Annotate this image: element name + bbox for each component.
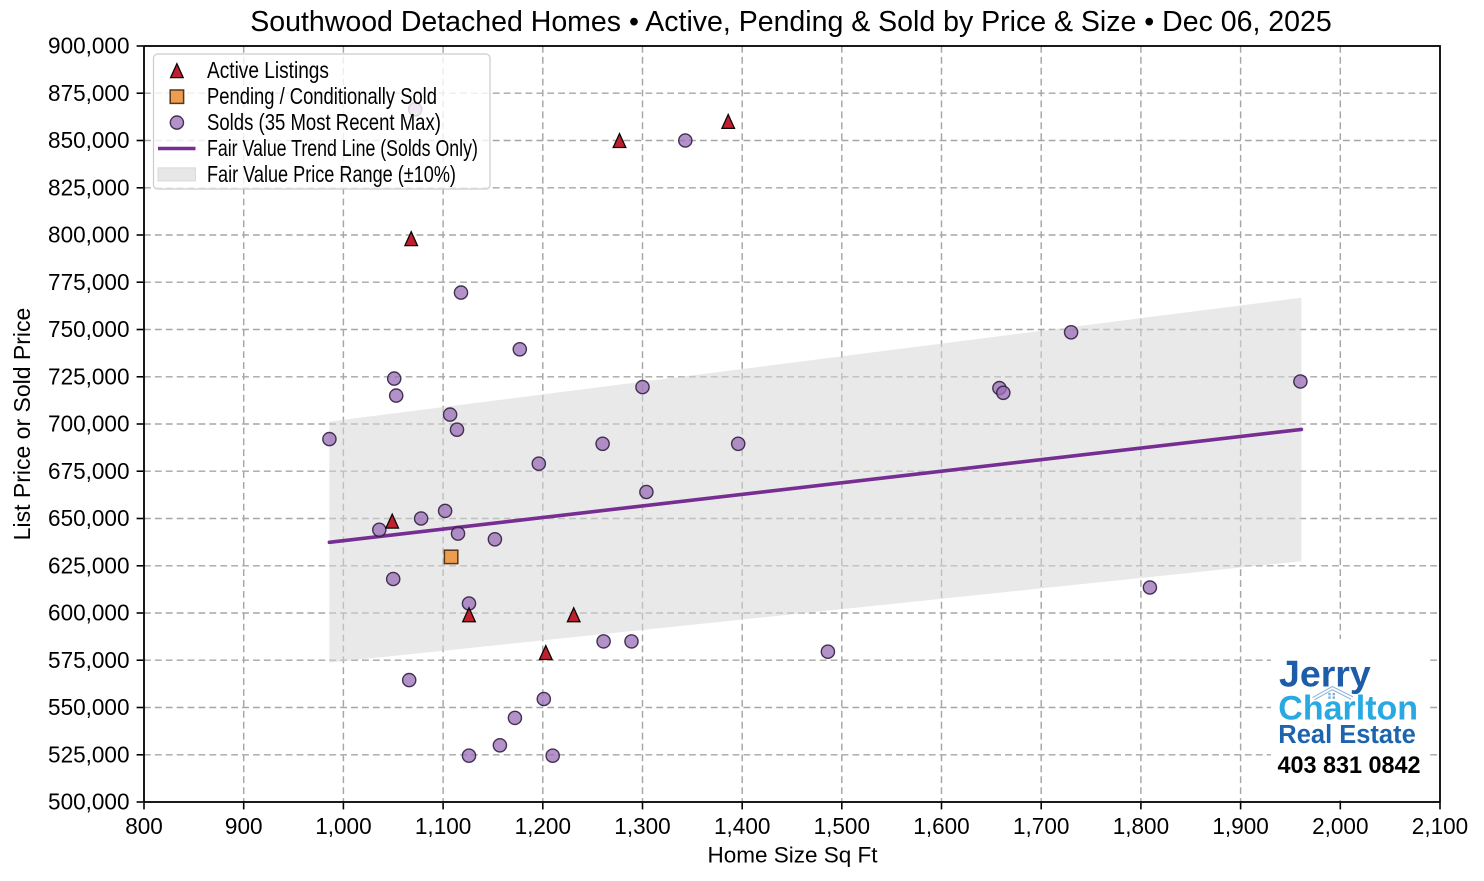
svg-text:700,000: 700,000 [48,410,129,436]
svg-text:800,000: 800,000 [48,221,129,247]
svg-text:1,500: 1,500 [814,813,870,839]
svg-text:875,000: 875,000 [48,80,129,106]
svg-text:1,100: 1,100 [415,813,471,839]
svg-text:Jerry: Jerry [1279,653,1371,695]
svg-text:550,000: 550,000 [48,694,129,720]
svg-text:Fair Value Trend Line (Solds O: Fair Value Trend Line (Solds Only) [207,136,478,162]
svg-text:List Price or Sold Price: List Price or Sold Price [9,308,35,541]
svg-text:Real Estate: Real Estate [1278,721,1416,749]
svg-text:675,000: 675,000 [48,458,129,484]
svg-text:403 831 0842: 403 831 0842 [1278,753,1421,779]
svg-text:Charlton: Charlton [1278,689,1418,727]
svg-text:1,200: 1,200 [515,813,571,839]
svg-text:1,400: 1,400 [714,813,770,839]
svg-text:Fair Value Price Range (±10%): Fair Value Price Range (±10%) [207,162,456,188]
svg-text:1,300: 1,300 [614,813,670,839]
svg-text:850,000: 850,000 [48,127,129,153]
svg-text:625,000: 625,000 [48,552,129,578]
svg-text:800: 800 [125,813,163,839]
svg-text:Home Size Sq Ft: Home Size Sq Ft [707,843,878,868]
svg-text:1,800: 1,800 [1113,813,1169,839]
svg-text:775,000: 775,000 [48,269,129,295]
svg-text:Pending / Conditionally Sold: Pending / Conditionally Sold [207,84,437,109]
svg-text:1,900: 1,900 [1212,813,1268,839]
svg-text:900: 900 [225,813,263,839]
svg-text:Solds (35 Most Recent Max): Solds (35 Most Recent Max) [207,110,441,135]
svg-text:500,000: 500,000 [48,788,129,814]
svg-text:1,000: 1,000 [315,813,371,839]
svg-text:1,700: 1,700 [1013,813,1069,839]
svg-text:2,000: 2,000 [1312,813,1368,839]
svg-text:600,000: 600,000 [48,599,129,625]
svg-text:Southwood Detached Homes • Act: Southwood Detached Homes • Active, Pendi… [250,6,1331,38]
svg-text:825,000: 825,000 [48,174,129,200]
svg-text:Active Listings: Active Listings [207,59,329,84]
svg-text:650,000: 650,000 [48,505,129,531]
svg-text:2,100: 2,100 [1412,813,1468,839]
svg-text:1,600: 1,600 [913,813,969,839]
svg-text:525,000: 525,000 [48,741,129,767]
svg-text:750,000: 750,000 [48,316,129,342]
svg-text:900,000: 900,000 [48,32,129,58]
svg-text:725,000: 725,000 [48,363,129,389]
svg-text:575,000: 575,000 [48,647,129,673]
